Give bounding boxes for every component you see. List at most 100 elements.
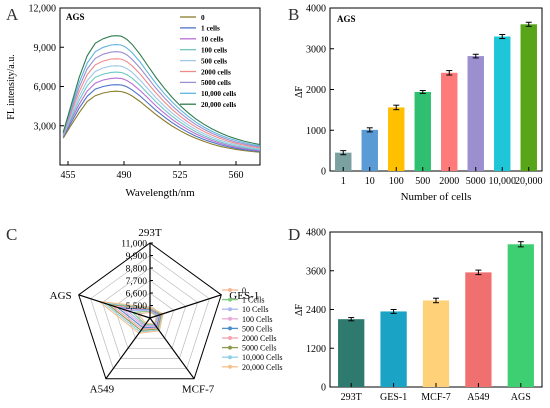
series-line-8 <box>62 35 261 146</box>
radar-axis-4 <box>78 294 151 319</box>
legend-label-3: 100 cells <box>201 46 227 55</box>
legend-label-5: 2000 Cells <box>242 334 276 343</box>
radar-axis-1 <box>149 294 222 319</box>
r-tick-label-3: 8,800 <box>126 265 148 275</box>
legend-label-1: 1 Cells <box>242 296 264 305</box>
chart-c-grid <box>78 242 222 380</box>
legend-label-0: 0 <box>201 13 205 22</box>
chart-d-bars <box>338 241 534 387</box>
legend-label-8: 20,000 cells <box>201 100 236 109</box>
x-tick-label-1: 10 <box>365 176 375 187</box>
chart-a-xlabel: Wavelength/nm <box>125 187 195 199</box>
series-line-6 <box>62 51 261 148</box>
radar-axis-3 <box>105 317 151 380</box>
y-tick-label-4: 4800 <box>306 228 326 239</box>
bar-2 <box>388 107 405 171</box>
legend-marker-6 <box>228 345 232 350</box>
chart-a-inset-title: AGS <box>66 12 85 22</box>
chart-c-series <box>97 300 164 334</box>
x-tick-label-4: 2000 <box>439 176 459 187</box>
r-tick-label-1: 6,600 <box>126 290 148 300</box>
chart-d-y-axis: 0 1200 2400 3600 4800 <box>306 228 334 394</box>
x-tick-label-2: MCF-7 <box>421 392 450 403</box>
chart-b: 0 1000 2000 3000 4000 1 10 100 500 2000 5000 10,00… <box>294 4 543 203</box>
legend-marker-2 <box>228 307 232 312</box>
chart-c-axes: 293T GES-1 MCF-7 A549 AGS 5,500 6,600 7,700 8,80… <box>50 227 260 396</box>
bar-3 <box>465 272 492 387</box>
y-tick-label-1: 6,000 <box>34 82 57 93</box>
bar-7 <box>520 24 537 171</box>
legend-marker-8 <box>228 364 232 369</box>
x-tick-label-4: AGS <box>511 392 531 403</box>
x-tick-label-7: 20,000 <box>515 176 543 187</box>
y-tick-label-1: 1000 <box>306 126 326 137</box>
radar-series-6 <box>106 303 162 331</box>
radar-series-4 <box>115 306 161 329</box>
panel-label-b: B <box>288 5 299 24</box>
radar-series-8 <box>97 300 164 334</box>
bar-1 <box>380 311 407 387</box>
chart-a-lines <box>62 35 261 153</box>
legend-marker-5 <box>228 336 232 340</box>
radar-series-2 <box>125 310 159 326</box>
bar-6 <box>494 36 511 172</box>
radar-axis-label-3: A549 <box>90 384 115 396</box>
r-tick-label-2: 7,700 <box>126 277 148 287</box>
chart-a: 3,000 6,000 9,000 12,000 455 490 525 560 AGS 0… <box>6 4 261 199</box>
radar-axis-label-4: AGS <box>50 290 72 302</box>
legend-marker-4 <box>228 326 232 331</box>
x-tick-label-1: 490 <box>117 170 132 181</box>
radar-series-0 <box>137 311 158 325</box>
x-tick-label-3: 560 <box>229 170 244 181</box>
y-tick-label-0: 0 <box>321 383 326 394</box>
r-tick-label-4: 9,900 <box>126 252 148 262</box>
legend-label-1: 1 cells <box>201 24 220 33</box>
y-tick-label-3: 3600 <box>306 266 326 277</box>
radar-axis-2 <box>149 317 195 380</box>
legend-label-6: 5000 cells <box>201 78 231 87</box>
radar-ring-5 <box>78 242 222 380</box>
chart-b-x-axis: 1 10 100 500 2000 5000 10,000 20,000 <box>341 167 543 187</box>
radar-axis-label-1: GES-1 <box>229 290 259 302</box>
x-tick-label-2: 525 <box>173 170 188 181</box>
y-tick-label-1: 1200 <box>306 344 326 355</box>
bar-1 <box>361 129 378 171</box>
series-line-5 <box>62 58 261 149</box>
bar-0 <box>335 152 352 171</box>
legend-label-0: 0 <box>242 286 246 295</box>
series-line-1 <box>62 84 261 152</box>
series-line-4 <box>62 65 261 150</box>
y-tick-label-4: 4000 <box>306 4 326 15</box>
bar-3 <box>414 91 431 171</box>
x-tick-label-2: 100 <box>389 176 404 187</box>
x-tick-label-0: 293T <box>341 392 362 403</box>
y-tick-label-2: 2000 <box>306 85 326 96</box>
chart-b-y-axis: 0 1000 2000 3000 4000 <box>306 4 334 178</box>
legend-label-2: 10 cells <box>201 35 224 44</box>
legend-label-4: 500 cells <box>201 56 227 65</box>
chart-b-inset-title: AGS <box>337 14 356 24</box>
series-line-2 <box>62 77 261 152</box>
radar-ring-2 <box>113 280 187 349</box>
y-tick-label-3: 3000 <box>306 44 326 55</box>
x-tick-label-0: 1 <box>341 176 346 187</box>
chart-d-x-axis: 293T GES-1 MCF-7 A549 AGS <box>341 383 531 403</box>
x-tick-label-0: 455 <box>61 170 76 181</box>
y-tick-label-0: 0 <box>321 167 326 178</box>
bar-0 <box>338 319 365 387</box>
radar-axis-label-0: 293T <box>138 227 162 239</box>
x-tick-label-3: A549 <box>467 392 489 403</box>
r-tick-label-5: 11,000 <box>121 240 147 250</box>
r-tick-label-0: 5,500 <box>126 302 148 312</box>
legend-marker-0 <box>228 288 232 292</box>
legend-label-8: 20,000 Cells <box>242 363 282 372</box>
chart-d-ylabel: ΔF <box>294 304 305 316</box>
panel-label-c: C <box>6 225 17 244</box>
x-tick-label-1: GES-1 <box>380 392 407 403</box>
x-tick-label-6: 10,000 <box>489 176 517 187</box>
chart-b-ylabel: ΔF <box>294 86 305 98</box>
legend-marker-7 <box>228 355 232 360</box>
legend-marker-1 <box>228 297 232 302</box>
